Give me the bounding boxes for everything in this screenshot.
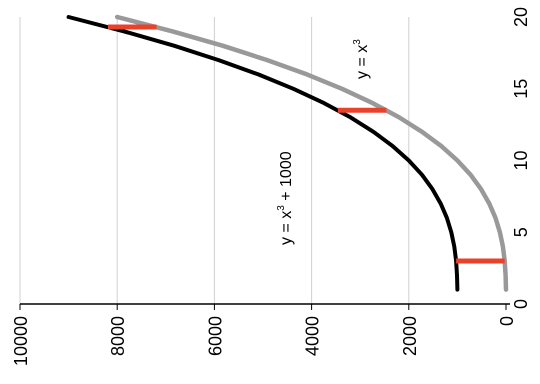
x-tick-label: 15 [511,79,531,99]
series-label-cubic: y = x3 [352,39,371,79]
x-tick-label: 10 [511,150,531,170]
series-line-cubic [114,14,509,292]
gridlines [19,17,410,304]
value-tick-label: 8000 [108,316,128,356]
x-tick-label: 5 [511,227,531,237]
series-lines [66,14,509,292]
value-tick-label: 0 [497,316,517,326]
x-tick-label: 20 [511,7,531,27]
value-tick-label: 4000 [303,316,323,356]
value-tick-label: 10000 [11,316,31,366]
gap-markers [107,24,505,264]
series-line-cubic-plus-1000 [66,15,460,292]
value-tick-label: 2000 [400,316,420,356]
series-label-cubic-plus-1000: y = x3 + 1000 [276,151,295,245]
tick-labels: 0 2000 4000 6000 8000 10000 0 5 10 15 20 [11,7,531,366]
value-tick-label: 6000 [205,316,225,356]
x-tick-label: 0 [511,299,531,309]
